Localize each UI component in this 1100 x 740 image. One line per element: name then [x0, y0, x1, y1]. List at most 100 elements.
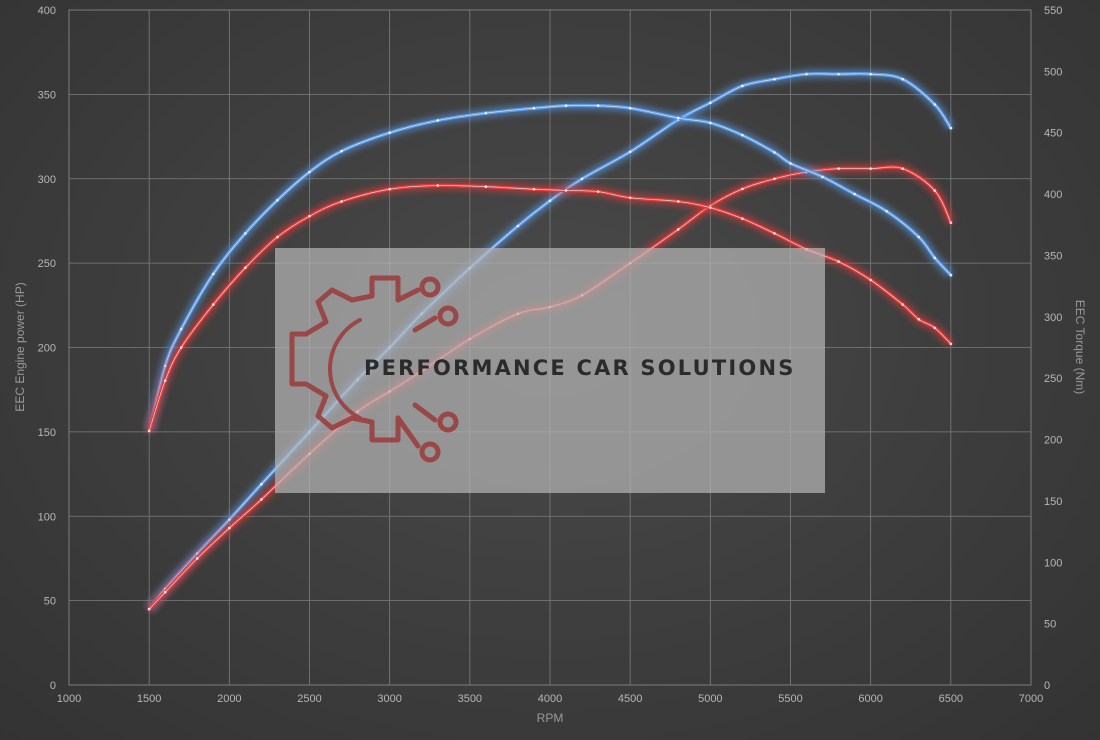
x-tick-label: 2500 [297, 693, 321, 705]
data-point [709, 206, 712, 209]
data-point [676, 228, 680, 231]
data-point [901, 167, 905, 170]
x-tick-label: 1000 [57, 693, 81, 705]
data-point [484, 185, 488, 189]
data-point [212, 303, 215, 306]
y2-tick-label: 400 [1044, 189, 1062, 201]
data-point [532, 187, 536, 191]
data-point [676, 116, 680, 120]
y2-tick-label: 500 [1044, 66, 1062, 78]
data-point [516, 224, 520, 228]
x-tick-label: 5500 [778, 693, 802, 705]
y2-tick-label: 450 [1044, 128, 1062, 140]
y2-axis-title: EEC Torque (Nm) [1073, 300, 1087, 394]
data-point [741, 217, 744, 220]
data-point [917, 317, 921, 321]
y2-tick-label: 300 [1044, 312, 1062, 324]
x-tick-label: 1500 [137, 693, 161, 705]
y-tick-label: 200 [38, 343, 56, 355]
gear-circuit-logo-icon [289, 275, 459, 463]
data-point [564, 189, 568, 192]
x-tick-label: 5000 [698, 693, 722, 705]
data-point [308, 170, 311, 174]
data-point [163, 590, 167, 594]
data-point [741, 84, 744, 88]
x-tick-label: 3500 [458, 693, 482, 705]
x-tick-label: 7000 [1019, 693, 1043, 705]
series-4 [144, 180, 955, 433]
data-point [628, 150, 632, 154]
data-point [869, 167, 872, 170]
data-point [773, 151, 776, 154]
data-point [773, 77, 776, 81]
watermark-panel [275, 248, 825, 493]
data-point [917, 235, 921, 239]
series-highlight [148, 185, 952, 432]
y-tick-labels: 0 50 100 150 200 250 300 350 400 [38, 5, 56, 692]
y2-tick-label: 550 [1044, 5, 1062, 17]
x-tick-label: 2000 [217, 693, 241, 705]
data-point [853, 192, 856, 196]
data-point [276, 235, 279, 239]
data-point [901, 303, 905, 306]
data-point [741, 133, 744, 137]
watermark-text: PERFORMANCE CAR SOLUTIONS [364, 356, 796, 380]
x-tick-label: 4500 [618, 693, 642, 705]
data-point [436, 119, 440, 122]
x-axis-title: RPM [537, 711, 564, 725]
data-point [179, 346, 183, 349]
data-point [676, 200, 680, 203]
y2-tick-label: 200 [1044, 435, 1062, 447]
x-tick-labels: 1000 1500 2000 2500 3000 3500 4000 4500 5000 5500… [57, 693, 1043, 705]
data-point [260, 482, 263, 486]
data-point [837, 167, 840, 170]
data-point [628, 106, 632, 110]
data-point [244, 232, 247, 235]
y2-tick-label: 50 [1044, 619, 1056, 631]
data-point [276, 198, 279, 202]
data-point [388, 131, 391, 135]
data-point [436, 184, 440, 187]
data-point [773, 177, 776, 181]
y2-tick-labels: 0 50 100 150 200 250 300 350 400 450 500 550 [1044, 5, 1062, 692]
data-point [340, 200, 343, 203]
data-point [885, 209, 888, 213]
y-tick-label: 100 [38, 511, 56, 523]
y-tick-label: 400 [38, 5, 56, 17]
y-tick-label: 50 [44, 596, 56, 608]
y2-tick-label: 100 [1044, 557, 1062, 569]
data-point [789, 162, 792, 165]
data-point [308, 214, 311, 218]
x-tick-label: 4000 [538, 693, 562, 705]
x-tick-label: 6500 [939, 693, 963, 705]
data-point [933, 256, 937, 260]
data-point [933, 189, 937, 192]
data-point [195, 557, 199, 560]
y-tick-label: 0 [50, 680, 56, 692]
data-point [532, 106, 536, 110]
data-point [933, 103, 937, 106]
data-point [179, 327, 183, 331]
data-point [933, 326, 937, 330]
data-point [228, 526, 231, 530]
data-point [949, 221, 953, 224]
data-point [260, 498, 263, 501]
watermark: PERFORMANCE CAR SOLUTIONS [275, 248, 825, 493]
data-point [949, 126, 953, 130]
data-point [388, 187, 391, 191]
series-3 [144, 100, 955, 433]
data-point [596, 104, 600, 108]
data-point [837, 72, 840, 76]
y2-tick-label: 150 [1044, 496, 1062, 508]
data-point [869, 278, 872, 282]
data-point [628, 196, 632, 200]
y-tick-label: 150 [38, 427, 56, 439]
data-point [564, 104, 568, 108]
data-point [244, 266, 247, 270]
data-point [548, 199, 552, 202]
data-point [596, 190, 600, 193]
x-tick-label: 6000 [858, 693, 882, 705]
data-point [709, 101, 712, 105]
data-point [869, 72, 872, 76]
